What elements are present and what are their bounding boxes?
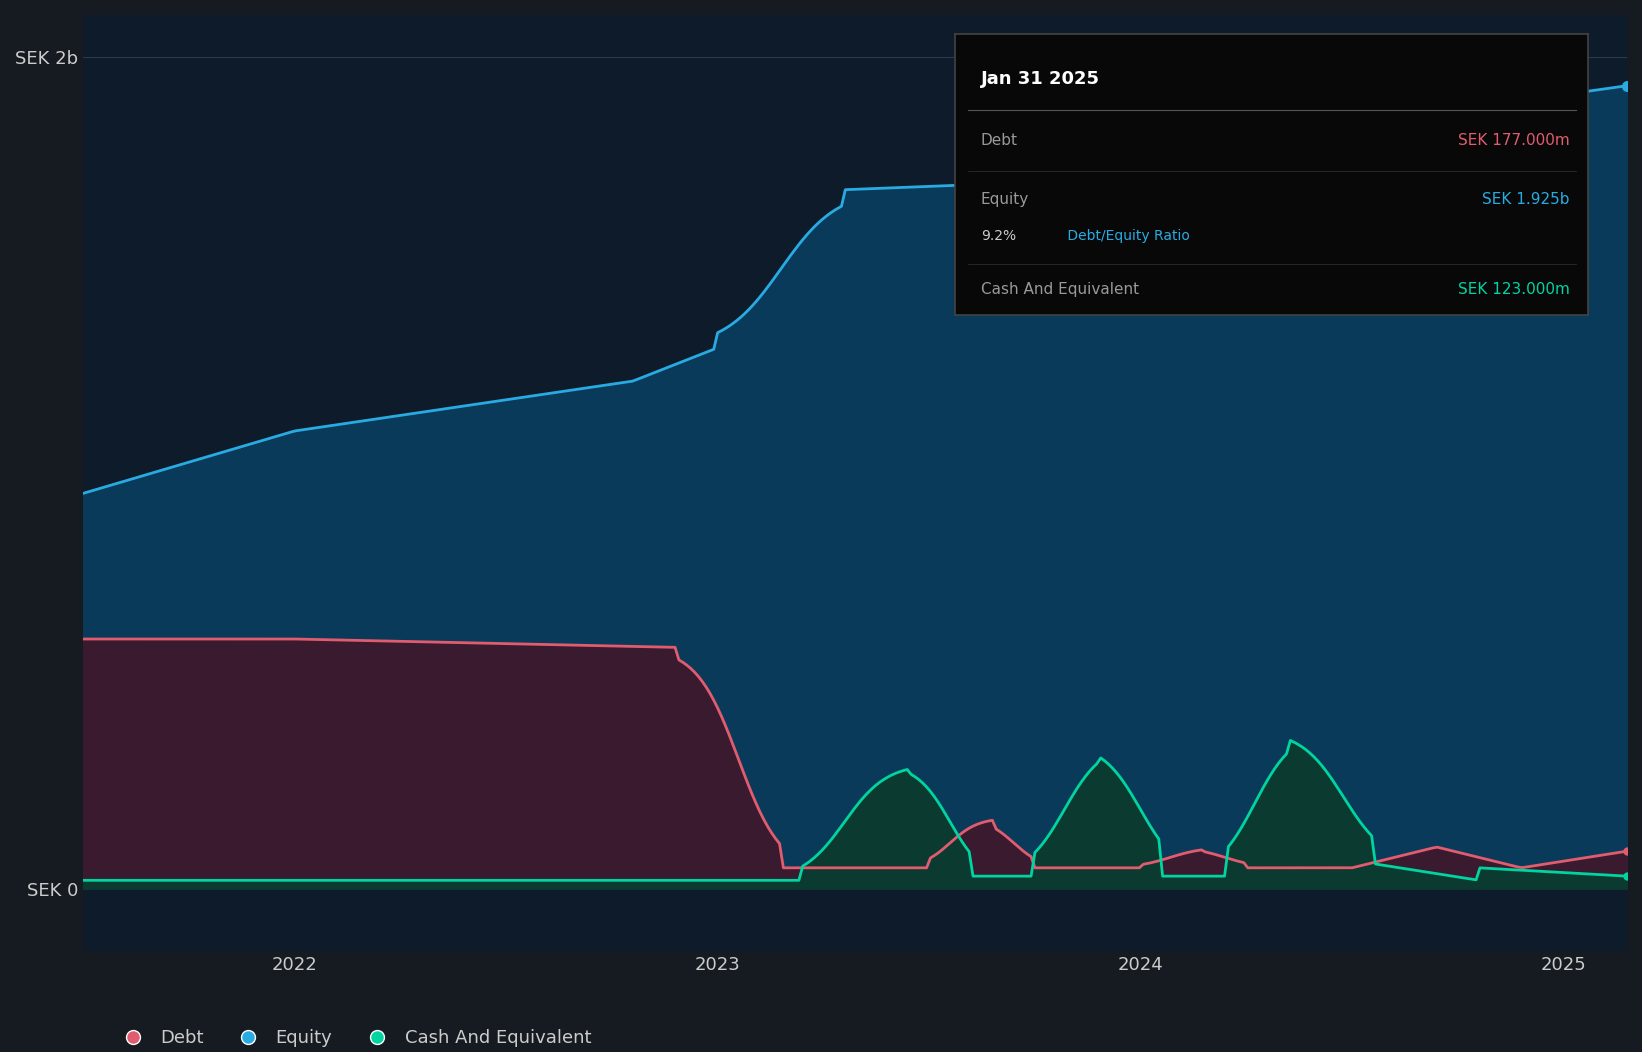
Text: Debt/Equity Ratio: Debt/Equity Ratio xyxy=(1062,229,1190,243)
Text: SEK 1.925b: SEK 1.925b xyxy=(1483,191,1570,207)
Text: Cash And Equivalent: Cash And Equivalent xyxy=(980,282,1140,297)
Text: SEK 123.000m: SEK 123.000m xyxy=(1458,282,1570,297)
Text: Debt: Debt xyxy=(980,133,1018,148)
Legend: Debt, Equity, Cash And Equivalent: Debt, Equity, Cash And Equivalent xyxy=(107,1021,598,1052)
Text: Jan 31 2025: Jan 31 2025 xyxy=(980,69,1100,87)
Text: SEK 177.000m: SEK 177.000m xyxy=(1458,133,1570,148)
Text: Equity: Equity xyxy=(980,191,1030,207)
Text: 9.2%: 9.2% xyxy=(980,229,1016,243)
